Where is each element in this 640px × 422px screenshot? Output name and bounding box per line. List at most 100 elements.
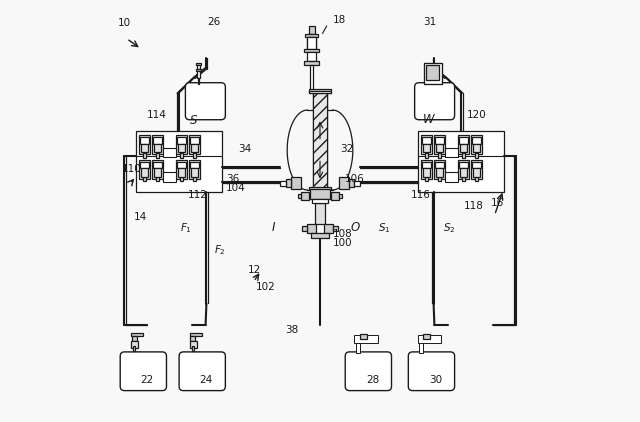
Bar: [180, 153, 183, 158]
Bar: [154, 144, 161, 152]
Bar: [422, 138, 431, 144]
Bar: [154, 168, 161, 176]
Text: S: S: [189, 114, 197, 127]
Text: 114: 114: [147, 110, 166, 119]
Bar: [176, 160, 187, 179]
Text: 10: 10: [118, 18, 131, 28]
Bar: [298, 194, 301, 198]
Bar: [471, 160, 482, 179]
Text: 32: 32: [340, 144, 353, 154]
Bar: [191, 162, 199, 168]
Bar: [471, 135, 482, 154]
Bar: [423, 144, 430, 152]
Bar: [177, 138, 186, 144]
Bar: [196, 69, 201, 71]
Bar: [179, 168, 185, 176]
Bar: [143, 177, 146, 181]
Bar: [310, 65, 313, 92]
Bar: [189, 160, 200, 179]
Bar: [422, 162, 431, 168]
Bar: [460, 144, 467, 152]
Bar: [163, 172, 176, 181]
Text: $S_1$: $S_1$: [378, 221, 390, 235]
Text: 108: 108: [333, 229, 353, 239]
Bar: [291, 177, 301, 189]
Bar: [438, 153, 441, 158]
Bar: [176, 135, 187, 154]
Text: 38: 38: [285, 325, 298, 335]
Bar: [339, 194, 342, 198]
Bar: [304, 61, 319, 65]
Bar: [304, 49, 319, 52]
Bar: [438, 177, 441, 181]
Bar: [458, 160, 469, 179]
Bar: [156, 153, 159, 158]
Bar: [139, 160, 150, 179]
FancyBboxPatch shape: [186, 83, 225, 120]
Bar: [312, 199, 328, 203]
Text: W: W: [423, 113, 435, 126]
Bar: [133, 346, 135, 352]
Bar: [360, 334, 367, 339]
Bar: [136, 131, 222, 192]
Bar: [177, 162, 186, 168]
Bar: [302, 226, 307, 231]
Bar: [192, 346, 194, 352]
Bar: [355, 335, 378, 344]
Bar: [193, 177, 196, 181]
Text: 24: 24: [199, 375, 212, 385]
Bar: [140, 162, 149, 168]
Text: $F_2$: $F_2$: [214, 243, 226, 257]
Text: 36: 36: [227, 174, 240, 184]
Bar: [324, 225, 333, 233]
Bar: [423, 168, 430, 176]
Text: 18: 18: [333, 15, 346, 24]
Text: 16: 16: [490, 198, 504, 208]
Bar: [419, 344, 423, 353]
Bar: [308, 26, 314, 33]
Bar: [434, 135, 445, 154]
Bar: [132, 335, 136, 341]
FancyBboxPatch shape: [120, 352, 166, 391]
Bar: [473, 168, 480, 176]
Bar: [198, 78, 199, 84]
Bar: [180, 177, 183, 181]
Bar: [196, 65, 200, 69]
Text: 116: 116: [410, 190, 430, 200]
Bar: [309, 91, 331, 93]
Bar: [339, 177, 349, 189]
Bar: [191, 138, 199, 144]
Text: 26: 26: [207, 17, 221, 27]
Bar: [330, 192, 339, 200]
Text: 100: 100: [333, 238, 352, 248]
Bar: [436, 144, 443, 152]
Bar: [333, 226, 338, 231]
Text: 110: 110: [122, 164, 141, 174]
Bar: [435, 138, 444, 144]
Text: 31: 31: [424, 17, 437, 27]
Bar: [458, 135, 469, 154]
Text: 30: 30: [429, 375, 442, 385]
FancyBboxPatch shape: [408, 352, 454, 391]
Bar: [421, 160, 432, 179]
Bar: [445, 148, 458, 157]
Bar: [141, 168, 148, 176]
Bar: [313, 92, 327, 189]
Bar: [445, 172, 458, 181]
Bar: [417, 335, 441, 344]
Text: 12: 12: [248, 265, 261, 275]
Text: 106: 106: [344, 174, 364, 184]
FancyBboxPatch shape: [179, 352, 225, 391]
Bar: [139, 135, 150, 154]
Bar: [460, 162, 468, 168]
Bar: [472, 162, 481, 168]
Bar: [285, 179, 291, 187]
Bar: [476, 153, 477, 158]
Bar: [301, 192, 310, 200]
Bar: [191, 144, 198, 152]
Bar: [462, 177, 465, 181]
Bar: [191, 335, 195, 341]
Bar: [309, 187, 331, 190]
Text: 118: 118: [464, 201, 484, 211]
Bar: [307, 52, 316, 61]
